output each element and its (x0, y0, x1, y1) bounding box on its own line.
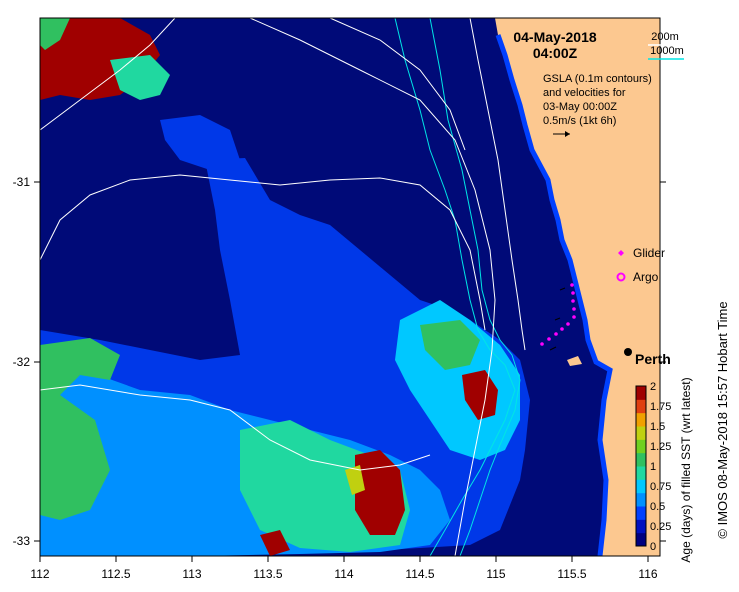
patch-yellow-1 (345, 465, 365, 495)
y-tick-minus33: -33 (13, 534, 31, 548)
cbar-tick-0: 0 (650, 541, 656, 553)
cbar-tick-0-25: 0.25 (650, 521, 671, 533)
cbar-tick-1-5: 1.5 (650, 421, 665, 433)
colorbar-segment (636, 492, 646, 507)
colorbar-tick-labels: 2 1.75 1.5 1.25 1 0.75 0.5 0.25 0 (650, 381, 671, 553)
colorbar-segment (636, 519, 646, 534)
legend-1000m-label: 1000m (650, 45, 684, 57)
cbar-tick-1: 1 (650, 461, 656, 473)
gsla-line-4: 0.5m/s (1kt 6h) (543, 115, 616, 127)
perth-marker (624, 348, 632, 356)
argo-legend-label: Argo (633, 270, 659, 284)
patch-green-3 (420, 320, 480, 370)
velocity-arrows (549, 287, 566, 351)
patch-blue-north (160, 115, 240, 170)
isobath-1000m-b (429, 18, 521, 556)
y-tick-marks (34, 181, 666, 542)
x-tick-labels: 112 112.5 113 113.5 114 114.5 115 115.5 … (30, 567, 657, 581)
x-tick-115-5: 115.5 (557, 567, 586, 581)
y-tick-minus31: -31 (13, 175, 31, 189)
colorbar-segment (636, 506, 646, 520)
isobath-200m (469, 18, 526, 351)
velocity-scale-arrowhead (565, 131, 570, 137)
colorbar-frame (635, 385, 647, 547)
gsla-contours (40, 18, 496, 556)
credit-text: © IMOS 08-May-2018 15:57 Hobart Time (715, 301, 730, 538)
glider-legend-label: Glider (633, 246, 665, 260)
cbar-tick-0-5: 0.5 (650, 501, 665, 513)
sst-patches (40, 18, 530, 556)
colorbar-segment (636, 386, 646, 400)
colorbar-segment (636, 479, 646, 494)
map-plot-area (40, 18, 660, 556)
colorbar-segments (636, 386, 646, 547)
colorbar-segment (636, 399, 646, 414)
patch-darkred-2 (462, 370, 498, 420)
colorbar-segment (636, 412, 646, 427)
marker-legend: Glider Argo (616, 246, 665, 284)
rottnest-island (567, 356, 582, 366)
colorbar-segment (636, 452, 646, 467)
patch-green-corner (40, 18, 70, 50)
colorbar-label: Age (days) of filled SST (wrt latest) (679, 377, 693, 562)
gsla-line-3: 03-May 00:00Z (543, 101, 617, 113)
colorbar: 2 1.75 1.5 1.25 1 0.75 0.5 0.25 0 (635, 381, 671, 553)
x-tick-112-5: 112.5 (101, 567, 130, 581)
cbar-tick-1-25: 1.25 (650, 441, 671, 453)
patch-red-south (260, 530, 290, 556)
city-label-perth: Perth (635, 351, 671, 367)
glider-legend-icon (618, 250, 624, 256)
x-tick-113: 113 (182, 567, 201, 581)
x-tick-marks (39, 556, 649, 562)
contour-legend: 200m 1000m (648, 31, 684, 60)
glider-track (540, 283, 576, 346)
x-tick-115: 115 (486, 567, 505, 581)
cbar-tick-1-75: 1.75 (650, 401, 671, 413)
isobath-1000m (394, 18, 516, 556)
patch-green-1 (40, 338, 120, 520)
x-tick-114-5: 114.5 (405, 567, 434, 581)
header-time: 04:00Z (533, 45, 578, 61)
x-tick-116: 116 (638, 567, 657, 581)
header-date: 04-May-2018 (513, 29, 596, 45)
colorbar-segment (636, 426, 646, 440)
x-tick-114: 114 (334, 567, 353, 581)
colorbar-segment (636, 466, 646, 480)
x-tick-113-5: 113.5 (253, 567, 282, 581)
legend-200m-label: 200m (651, 31, 679, 43)
plot-frame (39, 17, 661, 557)
coastal-shelf-band (495, 34, 613, 556)
colorbar-segment (636, 439, 646, 454)
x-tick-112: 112 (30, 567, 49, 581)
gsla-line-1: GSLA (0.1m contours) (543, 73, 652, 85)
cbar-tick-2: 2 (650, 381, 656, 393)
y-tick-minus32: -32 (13, 355, 31, 369)
y-tick-labels: -31 -32 -33 (13, 175, 31, 548)
colorbar-segment (636, 532, 646, 547)
patch-darkred-1 (355, 450, 405, 535)
gsla-info: GSLA (0.1m contours) and velocities for … (543, 73, 652, 137)
argo-legend-icon (616, 272, 626, 282)
cbar-tick-0-75: 0.75 (650, 481, 671, 493)
gsla-line-2: and velocities for (543, 87, 626, 99)
